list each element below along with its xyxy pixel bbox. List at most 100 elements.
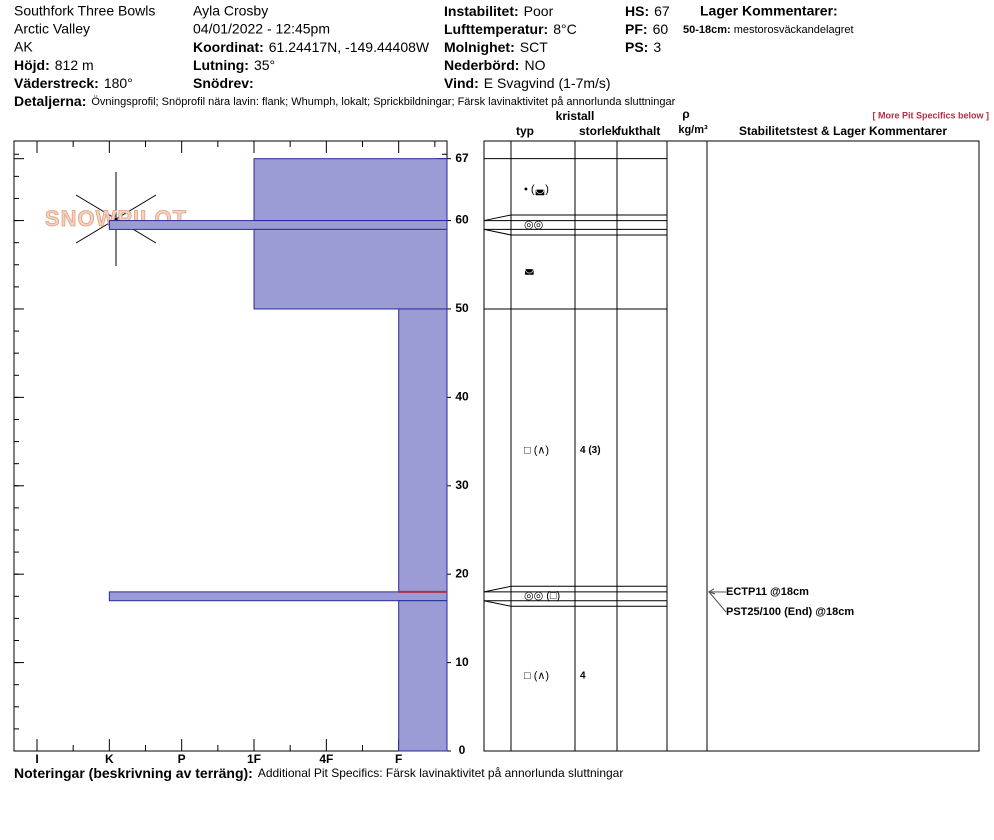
field-label: Snödrev:: [193, 75, 254, 91]
field-label: Lutning:: [193, 57, 249, 73]
field-label: HS:: [625, 3, 649, 19]
arrow-head: [707, 588, 716, 595]
more-link[interactable]: [ More Pit Specifics below ]: [872, 110, 989, 120]
x-tick-label: K: [105, 752, 114, 766]
header-field: Lutning: 35°: [193, 57, 275, 73]
test-arrow: [708, 591, 727, 613]
y-tick-label: 10: [455, 655, 469, 669]
header-field: Vind: E Svagvind (1-7m/s): [444, 75, 611, 91]
field-value: 61.24417N, -149.44408W: [269, 39, 430, 55]
details-label: Detaljerna:: [14, 93, 86, 109]
header-field: Höjd: 812 m: [14, 57, 94, 73]
header-field: Koordinat: 61.24417N, -149.44408W: [193, 39, 430, 55]
hardness-bar: [398, 308, 448, 593]
field-label: Vind:: [444, 75, 479, 91]
x-tick-label: 1F: [247, 752, 261, 766]
field-label: Molnighet:: [444, 39, 515, 55]
header-field: Lufttemperatur: 8°C: [444, 21, 577, 37]
header-text: AK: [14, 39, 33, 55]
field-label: Nederbörd:: [444, 57, 519, 73]
test-result: PST25/100 (End) @18cm: [726, 606, 854, 618]
field-label: Koordinat:: [193, 39, 264, 55]
y-tick-label: 67: [455, 151, 469, 165]
header-field: Instabilitet: Poor: [444, 3, 554, 19]
field-value: 35°: [254, 57, 275, 73]
grain-type: ◎◎ (□): [524, 590, 560, 602]
header-field: PF: 60: [625, 21, 668, 37]
grain-type: ◎◎: [524, 219, 543, 231]
field-value: 812 m: [55, 57, 94, 73]
field-label: Väderstreck:: [14, 75, 99, 91]
field-value: 180°: [104, 75, 133, 91]
hardness-bar: [108, 591, 448, 602]
field-value: NO: [524, 57, 545, 73]
notes-text: Additional Pit Specifics: Färsk lavinakt…: [258, 766, 624, 780]
x-tick-label: P: [178, 752, 186, 766]
details: Detaljerna: Övningsprofil; Snöprofil nära…: [14, 93, 676, 109]
header-text: Arctic Valley: [14, 21, 90, 37]
column-header: typ: [516, 124, 534, 138]
header-field: Molnighet: SCT: [444, 39, 548, 55]
layer-comments-title: Lager Kommentarer:: [700, 3, 838, 19]
column-header: Stabilitetstest & Lager Kommentarer: [739, 124, 947, 138]
field-label: Instabilitet:: [444, 3, 519, 19]
field-value: 67: [654, 3, 670, 19]
grain-type: • (◛): [524, 184, 549, 196]
x-tick-label: F: [395, 752, 402, 766]
comment-text: mestorosväckandelagret: [734, 24, 854, 36]
layer-boundary: [483, 585, 667, 593]
y-tick-label: 30: [455, 478, 469, 492]
header-text: Ayla Crosby: [193, 3, 268, 19]
notes-label: Noteringar (beskrivning av terräng):: [14, 765, 253, 781]
details-text: Övningsprofil; Snöprofil nära lavin: fla…: [91, 96, 675, 108]
grain-size: 4: [580, 670, 586, 681]
y-tick-label: 40: [455, 390, 469, 404]
field-value: E Svagvind (1-7m/s): [484, 75, 611, 91]
header-field: PS: 3: [625, 39, 661, 55]
y-tick-label: 20: [455, 566, 469, 580]
field-value: 8°C: [553, 21, 577, 37]
header-field: Nederbörd: NO: [444, 57, 546, 73]
layer-boundary: [483, 214, 667, 222]
header-field: Väderstreck: 180°: [14, 75, 133, 91]
y-tick-label: 50: [455, 301, 469, 315]
header-field: HS: 67: [625, 3, 670, 19]
field-value: 3: [653, 39, 661, 55]
header-field: Snödrev:: [193, 75, 254, 91]
x-tick-label: I: [35, 752, 38, 766]
grain-type: □ (∧): [524, 670, 549, 682]
y-tick-label: 0: [459, 743, 466, 757]
notes: Noteringar (beskrivning av terräng): Addi…: [14, 765, 623, 781]
y-tick-label: 60: [455, 213, 469, 227]
field-label: Lufttemperatur:: [444, 21, 548, 37]
header-text: Southfork Three Bowls: [14, 3, 155, 19]
field-value: 60: [653, 21, 669, 37]
column-header: storlek: [579, 124, 619, 138]
logo: [75, 172, 157, 266]
field-label: PS:: [625, 39, 648, 55]
comment-range: 50-18cm:: [683, 24, 731, 36]
x-tick-label: 4F: [319, 752, 333, 766]
grain-type: ◛: [524, 263, 535, 275]
hardness-bar: [398, 600, 448, 752]
column-header: ρ: [682, 107, 689, 121]
layer-comment: 50-18cm: mestorosväckandelagret: [683, 24, 854, 36]
hardness-bar: [108, 220, 448, 230]
field-label: Höjd:: [14, 57, 50, 73]
column-header: kg/m³: [678, 124, 708, 136]
test-result: ECTP11 @18cm: [726, 586, 809, 598]
column-header: fukthalt: [617, 124, 660, 138]
hardness-bar: [253, 228, 448, 310]
field-value: Poor: [524, 3, 554, 19]
layer-table-frame: [483, 140, 980, 752]
column-header: kristall: [556, 109, 595, 123]
header-text: 04/01/2022 - 12:45pm: [193, 21, 330, 37]
layer-boundary: [483, 228, 667, 236]
field-label: PF:: [625, 21, 648, 37]
field-value: SCT: [520, 39, 548, 55]
grain-type: □ (∧): [524, 444, 549, 456]
grain-size: 4 (3): [580, 445, 601, 456]
hardness-bar: [253, 158, 448, 222]
